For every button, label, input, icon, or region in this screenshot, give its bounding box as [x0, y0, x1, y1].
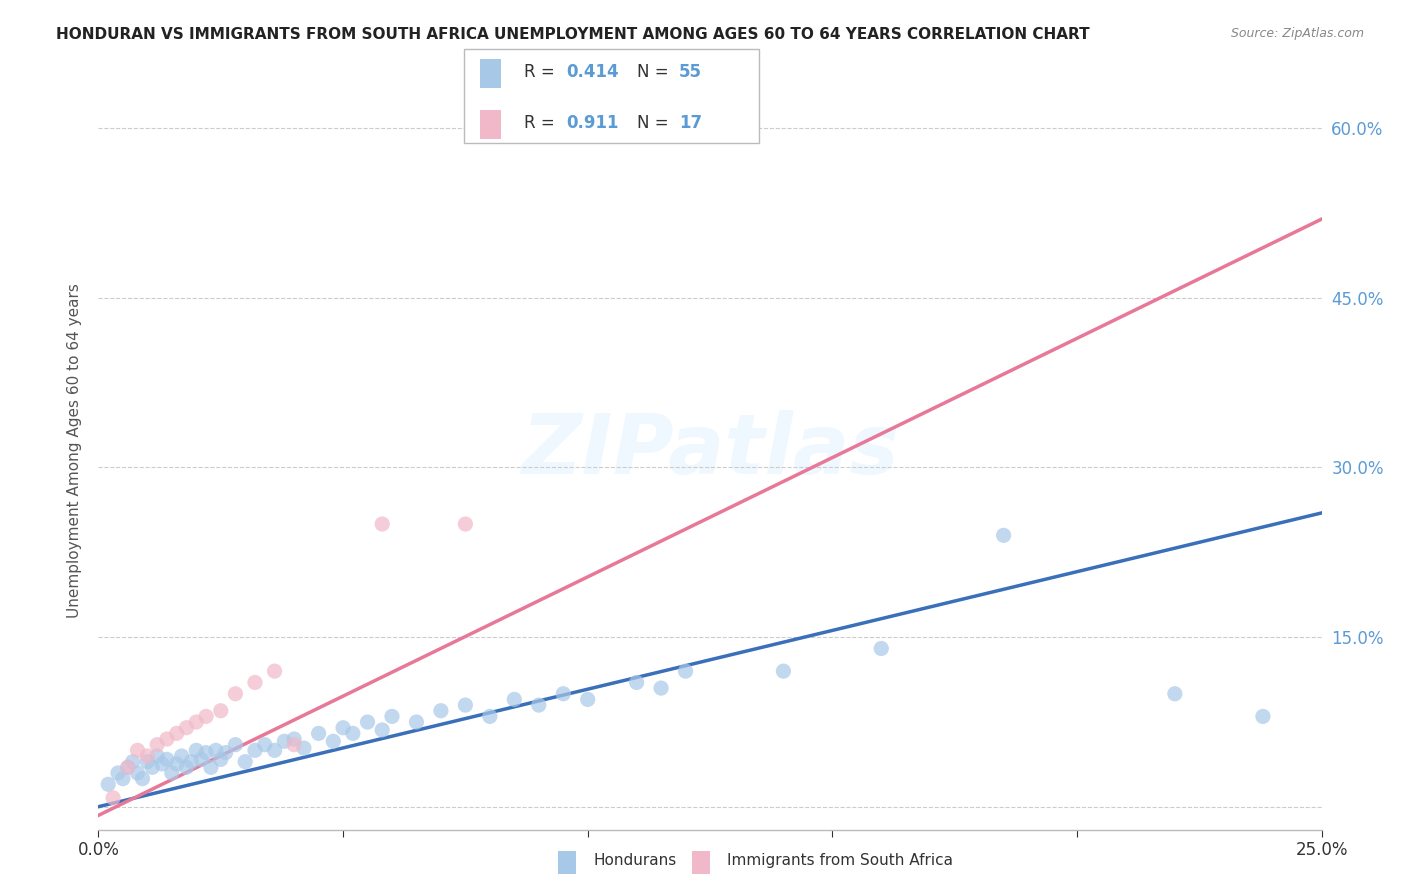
Point — [186, 743, 208, 757]
Point — [253, 738, 276, 752]
Point — [176, 721, 198, 735]
Point — [97, 777, 120, 791]
Text: N =: N = — [637, 62, 668, 80]
Text: 55: 55 — [679, 62, 702, 80]
Point — [381, 709, 404, 723]
Point — [186, 714, 208, 729]
Point — [503, 692, 526, 706]
Point — [195, 709, 218, 723]
Point — [190, 752, 212, 766]
Text: ZIPatlas: ZIPatlas — [522, 410, 898, 491]
Point — [332, 721, 354, 735]
Point — [772, 664, 794, 678]
Point — [243, 675, 266, 690]
Point — [273, 734, 295, 748]
Point — [283, 732, 305, 747]
Point — [233, 755, 256, 769]
Text: 0.911: 0.911 — [567, 113, 619, 131]
Point — [283, 738, 305, 752]
Point — [166, 756, 188, 771]
Point — [205, 743, 228, 757]
Point — [308, 726, 330, 740]
Text: N =: N = — [637, 113, 668, 131]
Point — [209, 704, 232, 718]
Point — [214, 746, 236, 760]
Point — [146, 738, 169, 752]
Text: R =: R = — [524, 62, 555, 80]
Y-axis label: Unemployment Among Ages 60 to 64 years: Unemployment Among Ages 60 to 64 years — [66, 283, 82, 618]
Point — [263, 743, 285, 757]
Point — [1251, 709, 1274, 723]
Point — [170, 749, 193, 764]
Point — [150, 756, 173, 771]
Text: Hondurans: Hondurans — [593, 854, 676, 868]
Point — [356, 714, 378, 729]
Point — [156, 752, 179, 766]
Point — [650, 681, 672, 695]
Point — [527, 698, 550, 712]
Text: 0.414: 0.414 — [567, 62, 619, 80]
Point — [209, 752, 232, 766]
Point — [1164, 687, 1187, 701]
Point — [131, 772, 153, 786]
Point — [160, 766, 183, 780]
Point — [146, 749, 169, 764]
Point — [200, 760, 222, 774]
Text: Source: ZipAtlas.com: Source: ZipAtlas.com — [1230, 27, 1364, 40]
Point — [322, 734, 344, 748]
Point — [180, 755, 202, 769]
Point — [117, 760, 139, 774]
Point — [224, 687, 246, 701]
Point — [224, 738, 246, 752]
Point — [156, 732, 179, 747]
Point — [127, 743, 149, 757]
Point — [136, 755, 159, 769]
Point — [993, 528, 1015, 542]
Point — [263, 664, 285, 678]
Point — [553, 687, 575, 701]
Point — [342, 726, 364, 740]
Text: R =: R = — [524, 113, 555, 131]
Point — [117, 760, 139, 774]
Text: Immigrants from South Africa: Immigrants from South Africa — [727, 854, 953, 868]
Point — [870, 641, 893, 656]
Point — [195, 746, 218, 760]
Point — [176, 760, 198, 774]
Point — [121, 755, 143, 769]
Point — [371, 516, 394, 531]
Point — [430, 704, 453, 718]
Point — [136, 749, 159, 764]
Point — [101, 790, 124, 805]
Point — [127, 766, 149, 780]
Point — [292, 741, 315, 756]
Point — [243, 743, 266, 757]
Point — [576, 692, 599, 706]
Text: HONDURAN VS IMMIGRANTS FROM SOUTH AFRICA UNEMPLOYMENT AMONG AGES 60 TO 64 YEARS : HONDURAN VS IMMIGRANTS FROM SOUTH AFRICA… — [56, 27, 1090, 42]
Text: 17: 17 — [679, 113, 702, 131]
Point — [675, 664, 697, 678]
Point — [405, 714, 427, 729]
Point — [107, 766, 129, 780]
Point — [111, 772, 134, 786]
Point — [454, 516, 477, 531]
Point — [478, 709, 501, 723]
Point — [141, 760, 163, 774]
Point — [454, 698, 477, 712]
Point — [371, 723, 394, 737]
Point — [626, 675, 648, 690]
Point — [166, 726, 188, 740]
